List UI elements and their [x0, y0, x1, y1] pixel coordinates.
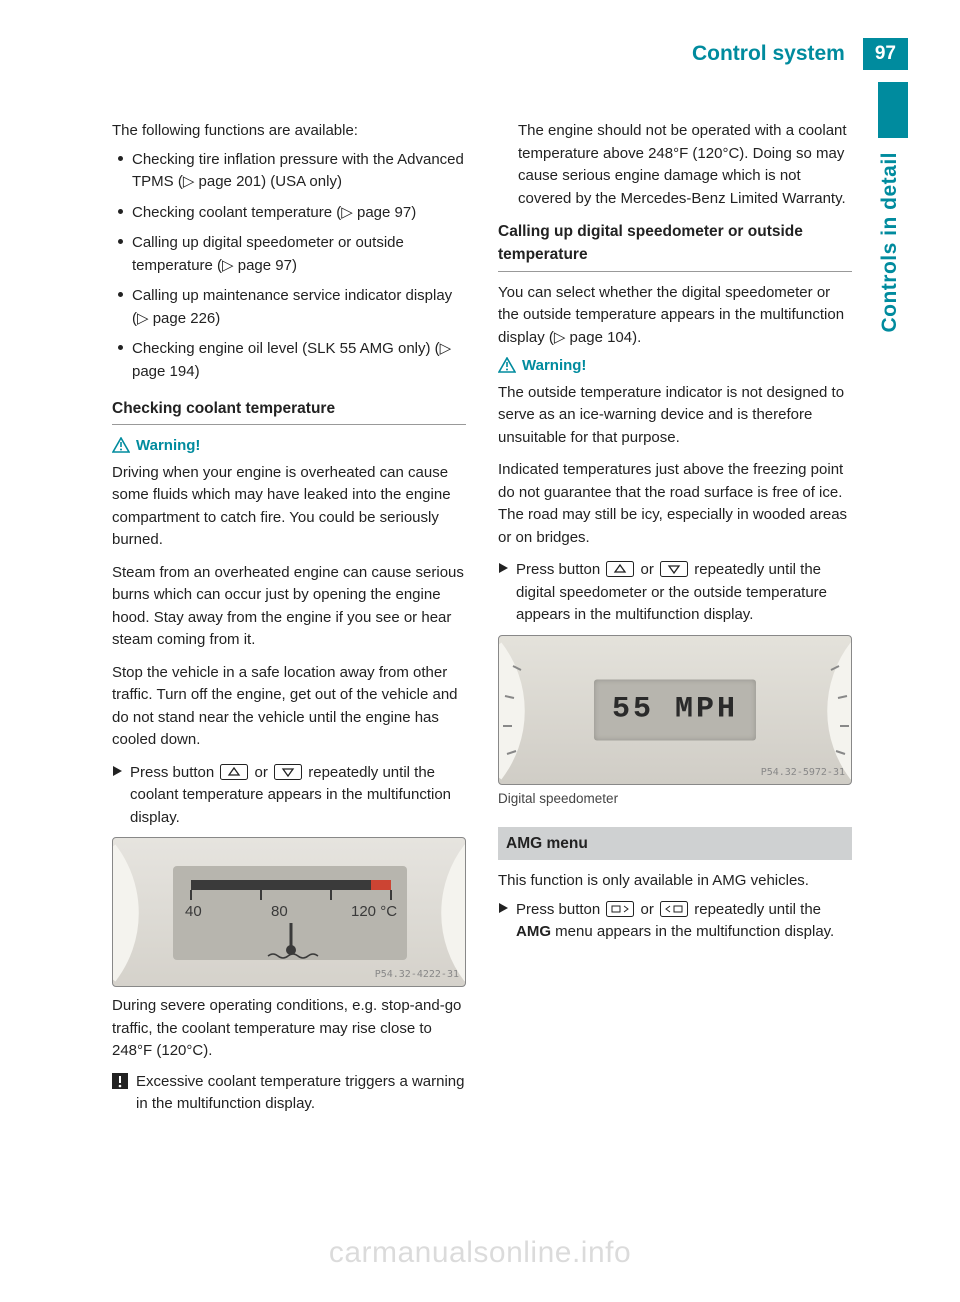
instruction-step: Press button or repeatedly until the dig…: [498, 559, 852, 627]
step-text-part: or: [250, 764, 272, 781]
function-list: Checking tire inflation pressure with th…: [112, 149, 466, 384]
step-text-part: menu appears in the multifunction displa…: [551, 923, 834, 940]
after-figure-text: During severe operating conditions, e.g.…: [112, 995, 466, 1063]
svg-text:80: 80: [271, 903, 288, 920]
page-header: Control system 97: [692, 38, 908, 70]
svg-text:120 °C: 120 °C: [351, 903, 397, 920]
subheading-speedometer: Calling up digital speedometer or outsid…: [498, 220, 852, 272]
svg-text:40: 40: [185, 903, 202, 920]
instruction-step: Press button or repeatedly until the AMG…: [498, 899, 852, 944]
coolant-gauge-figure: 40 80 120 °C P54.32-4222-31: [112, 837, 466, 987]
warning-label: Warning!: [136, 437, 200, 454]
paragraph: You can select whether the digital speed…: [498, 282, 852, 350]
step-arrow-icon: [498, 902, 510, 914]
warning-text: The outside temperature indicator is not…: [498, 382, 852, 450]
left-column: The following functions are available: C…: [112, 120, 466, 1116]
step-text-part: Press button: [516, 901, 604, 918]
list-item: Calling up digital speedometer or outsid…: [118, 232, 466, 277]
warning-heading: Warning!: [498, 355, 852, 378]
button-up-icon: [220, 764, 248, 780]
list-item: Checking engine oil level (SLK 55 AMG on…: [118, 338, 466, 383]
side-tab-marker: [878, 82, 908, 138]
warning-text: Stop the vehicle in a safe location away…: [112, 662, 466, 752]
button-down-icon: [274, 764, 302, 780]
step-text-bold: AMG: [516, 923, 551, 940]
watermark: carmanualsonline.info: [329, 1236, 631, 1270]
step-text-part: Press button: [130, 764, 218, 781]
right-column: The engine should not be operated with a…: [498, 120, 852, 1116]
header-title: Control system: [692, 42, 845, 66]
step-text-part: Press button: [516, 561, 604, 578]
warning-block: Warning! The outside temperature indicat…: [498, 355, 852, 549]
section-heading-amg: AMG menu: [498, 827, 852, 860]
side-tab: Controls in detail: [878, 82, 908, 672]
warning-text: Driving when your engine is overheated c…: [112, 462, 466, 552]
warning-block: Warning! Driving when your engine is ove…: [112, 435, 466, 752]
list-item: Checking coolant temperature (▷ page 97): [118, 202, 466, 225]
list-item: Calling up maintenance service indicator…: [118, 285, 466, 330]
page-container: Control system 97 Controls in detail The…: [0, 0, 960, 1302]
button-down-icon: [660, 561, 688, 577]
speed-display: 55 MPH: [594, 679, 756, 740]
page-number: 97: [863, 38, 908, 70]
exclamation-icon: [112, 1073, 128, 1089]
step-text-part: or: [636, 561, 658, 578]
figure-caption: Digital speedometer: [498, 789, 852, 809]
step-text-part: repeatedly until the: [690, 901, 821, 918]
step-text: Press button or repeatedly until the AMG…: [516, 899, 852, 944]
step-text-part: or: [636, 901, 658, 918]
warning-text: Steam from an overheated engine can caus…: [112, 562, 466, 652]
continuation-text: The engine should not be operated with a…: [518, 120, 852, 210]
button-up-icon: [606, 561, 634, 577]
figure-code: P54.32-4222-31: [375, 967, 459, 982]
button-prev-icon: [606, 901, 634, 917]
content-columns: The following functions are available: C…: [112, 120, 852, 1116]
step-arrow-icon: [112, 765, 124, 777]
note-block: Excessive coolant temperature triggers a…: [112, 1071, 466, 1116]
warning-triangle-icon: [498, 357, 516, 373]
step-text: Press button or repeatedly until the coo…: [130, 762, 466, 830]
note-text: Excessive coolant temperature triggers a…: [136, 1071, 466, 1116]
warning-label: Warning!: [522, 357, 586, 374]
side-tab-label: Controls in detail: [878, 152, 902, 333]
list-item: Checking tire inflation pressure with th…: [118, 149, 466, 194]
instruction-step: Press button or repeatedly until the coo…: [112, 762, 466, 830]
step-text: Press button or repeatedly until the dig…: [516, 559, 852, 627]
speedometer-figure: 55 MPH P54.32-5972-31: [498, 635, 852, 785]
paragraph: This function is only available in AMG v…: [498, 870, 852, 893]
warning-triangle-icon: [112, 437, 130, 453]
step-arrow-icon: [498, 562, 510, 574]
button-next-icon: [660, 901, 688, 917]
figure-code: P54.32-5972-31: [761, 765, 845, 780]
subheading-coolant: Checking coolant temperature: [112, 397, 466, 425]
warning-heading: Warning!: [112, 435, 466, 458]
warning-text: Indicated temperatures just above the fr…: [498, 459, 852, 549]
intro-text: The following functions are available:: [112, 120, 466, 143]
